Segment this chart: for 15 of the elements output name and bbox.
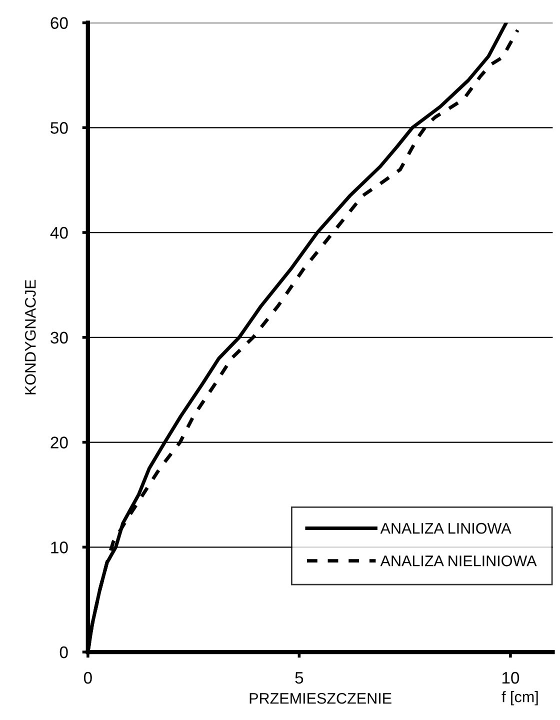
y-tick-label: 0 [60, 646, 68, 658]
x-tick-label: 10 [502, 672, 520, 684]
x-tick-label: 5 [295, 672, 304, 684]
text: f [cm] [502, 691, 538, 706]
legend-label: ANALIZA LINIOWA [380, 522, 512, 534]
legend-label: ANALIZA NIELINIOWA [380, 555, 537, 566]
y-tick-label: 40 [50, 226, 68, 239]
y-tick-label: 60 [50, 17, 68, 29]
x-axis-title: PRZEMIESZCZENIE [250, 692, 392, 704]
y-axis-title: KONDYGNACJE [24, 280, 36, 394]
y-tick-label: 30 [50, 332, 68, 344]
y-tick-label: 10 [51, 542, 68, 554]
y-tick-label: 50 [50, 122, 68, 134]
y-tick-label: 20 [50, 436, 68, 448]
x-tick-label: 0 [84, 672, 92, 684]
